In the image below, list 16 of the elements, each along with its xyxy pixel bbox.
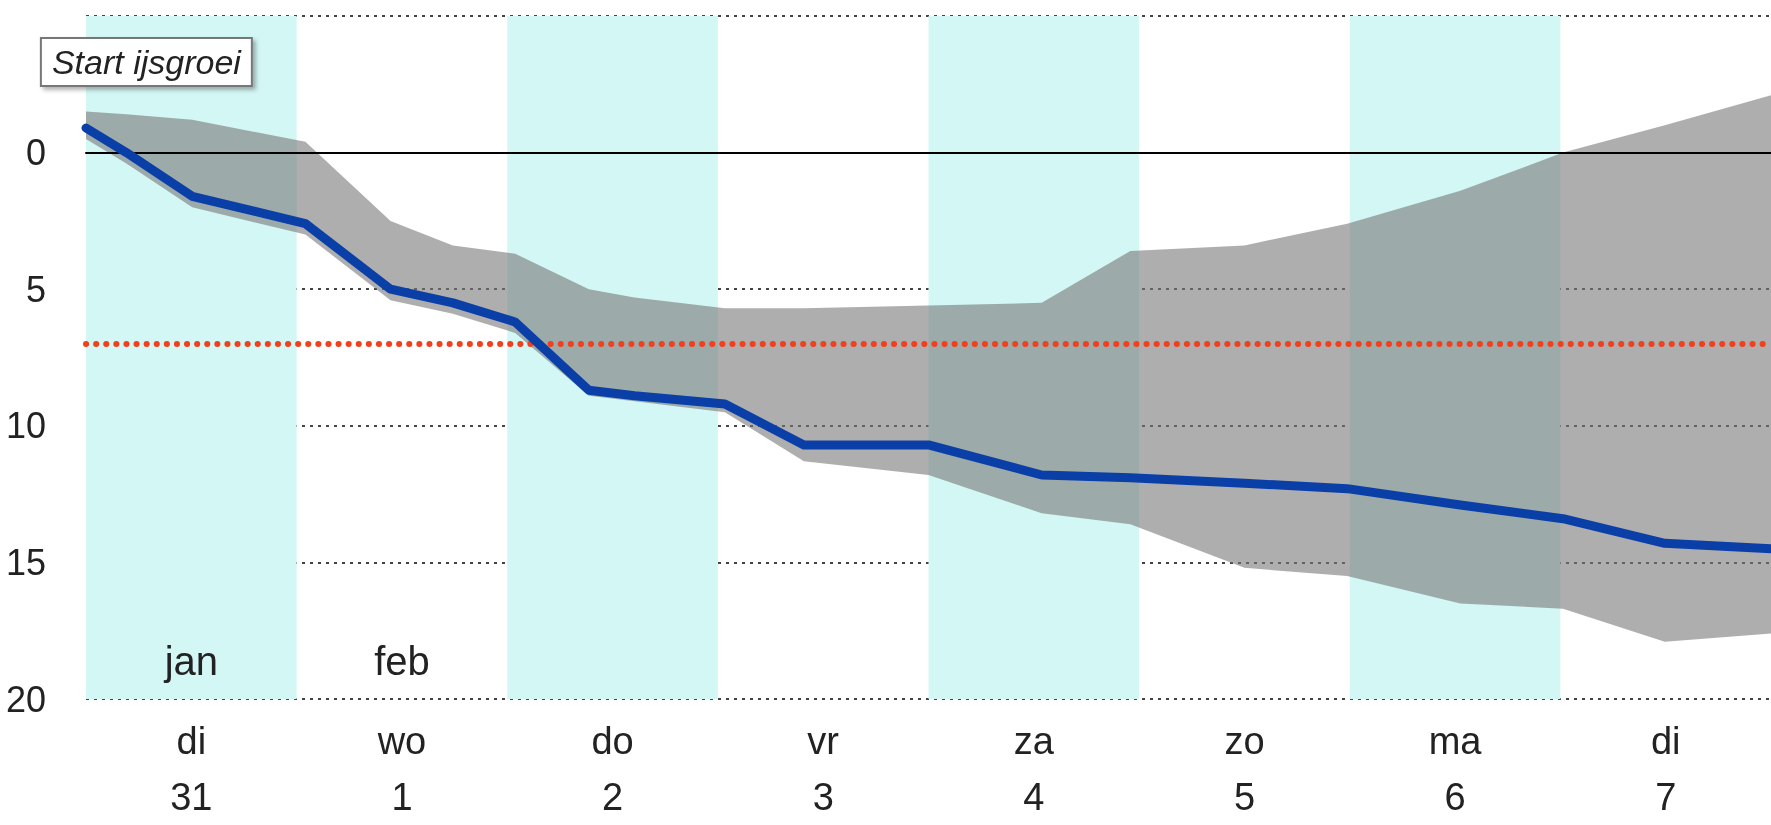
- x-tick-label: do 2: [591, 720, 634, 818]
- x-tick-label: wo 1: [376, 720, 427, 818]
- y-tick-label: 15: [5, 541, 46, 583]
- x-tick-label: di 31: [170, 720, 213, 818]
- annotation: feb: [374, 639, 430, 683]
- x-tick-label: za 4: [1013, 720, 1055, 818]
- y-tick-label: 0: [25, 132, 46, 174]
- x-tick-label: vr 3: [807, 720, 840, 818]
- x-tick-label: di 7: [1650, 720, 1681, 818]
- x-tick-label: ma 6: [1428, 720, 1483, 818]
- y-tick-label: 10: [5, 405, 46, 447]
- annotation: jan: [163, 639, 219, 683]
- annotation: Start ijsgroei: [51, 43, 243, 82]
- y-tick-label: 20: [5, 678, 46, 720]
- x-tick-label: zo 5: [1224, 720, 1265, 818]
- y-tick-label: 5: [25, 268, 46, 310]
